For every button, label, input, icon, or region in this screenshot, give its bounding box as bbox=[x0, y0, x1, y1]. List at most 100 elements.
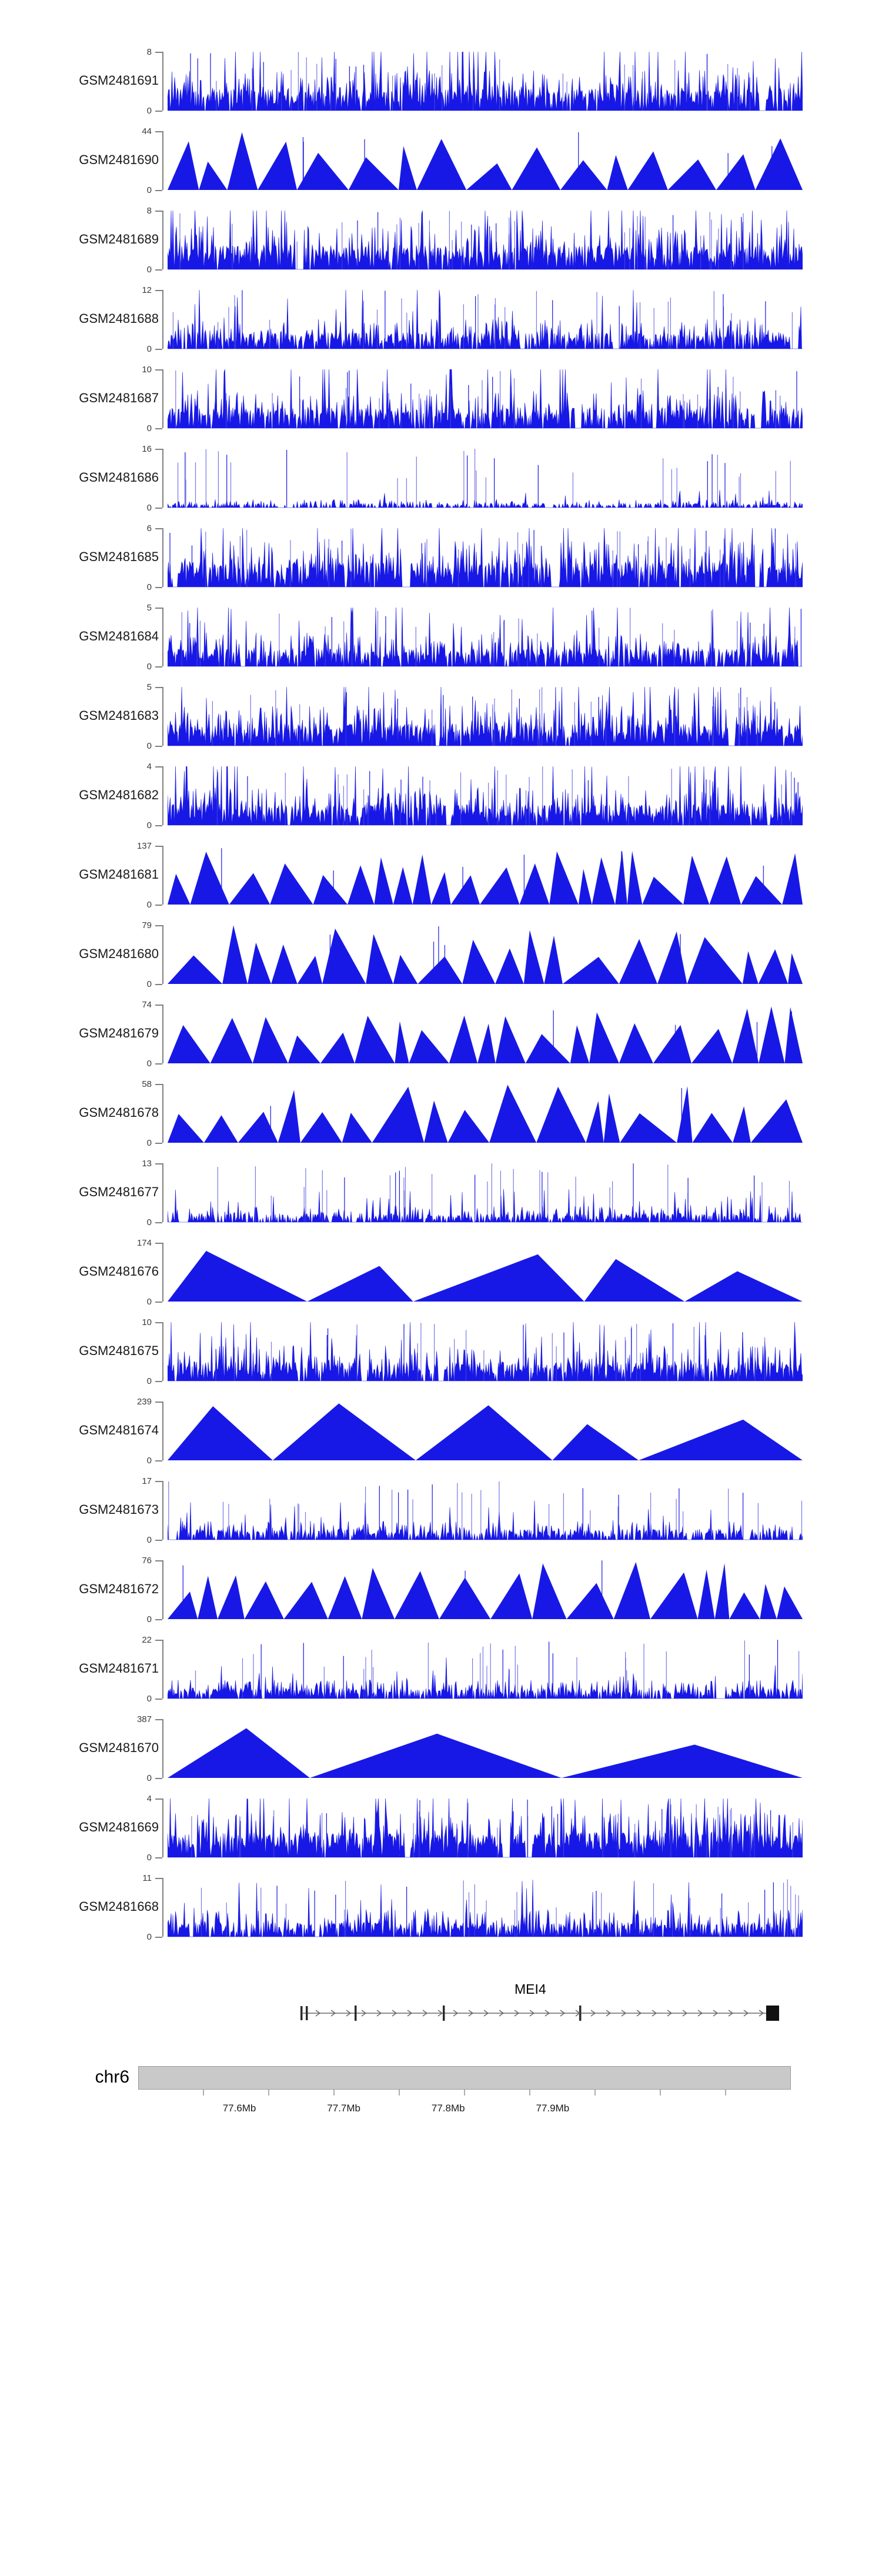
axis-min-GSM2481671: 0 bbox=[146, 1694, 152, 1704]
coverage-plot-GSM2481669[interactable] bbox=[168, 1798, 803, 1858]
axis-max-GSM2481670: 387 bbox=[136, 1714, 152, 1724]
axis-min-GSM2481668: 0 bbox=[146, 1932, 152, 1942]
axis-tick-top bbox=[155, 608, 162, 609]
axis-tick-top bbox=[155, 1878, 162, 1879]
axis-tick-bottom bbox=[155, 1540, 162, 1541]
coverage-plot-GSM2481671[interactable] bbox=[168, 1640, 803, 1699]
coverage-plot-GSM2481684[interactable] bbox=[168, 608, 803, 667]
axis-tick-bottom bbox=[155, 746, 162, 747]
axis-vertical-line bbox=[162, 1481, 163, 1540]
coverage-plot-GSM2481682[interactable] bbox=[168, 766, 803, 826]
track-label-GSM2481685: GSM2481685 bbox=[79, 549, 159, 564]
axis-tick-bottom bbox=[155, 1460, 162, 1461]
chromosome-ideogram-bar[interactable] bbox=[138, 2066, 791, 2090]
track-label-GSM2481673: GSM2481673 bbox=[79, 1502, 159, 1517]
axis-tick-bottom bbox=[155, 508, 162, 509]
axis-tick-bottom bbox=[155, 905, 162, 906]
track-label-GSM2481681: GSM2481681 bbox=[79, 867, 159, 882]
coverage-plot-GSM2481688[interactable] bbox=[168, 290, 803, 349]
axis-min-GSM2481675: 0 bbox=[146, 1376, 152, 1386]
coverage-plot-GSM2481677[interactable] bbox=[168, 1163, 803, 1223]
coverage-plot-GSM2481681[interactable] bbox=[168, 846, 803, 905]
axis-vertical-line bbox=[162, 131, 163, 190]
axis-vertical-line bbox=[162, 449, 163, 508]
axis-vertical-line bbox=[162, 52, 163, 111]
axis-min-GSM2481684: 0 bbox=[146, 662, 152, 672]
axis-min-GSM2481689: 0 bbox=[146, 265, 152, 275]
axis-max-GSM2481681: 137 bbox=[136, 841, 152, 851]
coverage-plot-GSM2481683[interactable] bbox=[168, 687, 803, 746]
axis-min-GSM2481672: 0 bbox=[146, 1614, 152, 1624]
axis-tick-bottom bbox=[155, 1302, 162, 1303]
coverage-plot-GSM2481678[interactable] bbox=[168, 1084, 803, 1143]
axis-min-GSM2481674: 0 bbox=[146, 1456, 152, 1466]
chromosome-label: chr6 bbox=[95, 2067, 129, 2087]
track-label-GSM2481671: GSM2481671 bbox=[79, 1661, 159, 1676]
axis-tick-bottom bbox=[155, 269, 162, 271]
axis-min-GSM2481670: 0 bbox=[146, 1773, 152, 1783]
axis-tick-bottom bbox=[155, 111, 162, 112]
gene-model-track[interactable] bbox=[168, 2001, 803, 2025]
track-label-GSM2481675: GSM2481675 bbox=[79, 1343, 159, 1358]
axis-tick-bottom bbox=[155, 1619, 162, 1620]
axis-vertical-line bbox=[162, 1402, 163, 1460]
axis-tick-top bbox=[155, 369, 162, 371]
coverage-plot-GSM2481690[interactable] bbox=[168, 131, 803, 191]
coverage-plot-GSM2481679[interactable] bbox=[168, 1005, 803, 1064]
coverage-plot-GSM2481672[interactable] bbox=[168, 1560, 803, 1620]
axis-tick-bottom bbox=[155, 1143, 162, 1144]
coverage-plot-GSM2481686[interactable] bbox=[168, 449, 803, 508]
coverage-plot-GSM2481668[interactable] bbox=[168, 1878, 803, 1937]
axis-tick-top bbox=[155, 1163, 162, 1164]
track-label-GSM2481669: GSM2481669 bbox=[79, 1820, 159, 1834]
axis-tick-bottom bbox=[155, 587, 162, 588]
track-label-GSM2481670: GSM2481670 bbox=[79, 1740, 159, 1755]
track-label-GSM2481688: GSM2481688 bbox=[79, 311, 159, 326]
axis-tick-top bbox=[155, 1560, 162, 1561]
chromosome-tick-marks bbox=[138, 2090, 791, 2098]
coverage-plot-GSM2481670[interactable] bbox=[168, 1719, 803, 1778]
coverage-plot-GSM2481687[interactable] bbox=[168, 369, 803, 429]
axis-min-GSM2481669: 0 bbox=[146, 1853, 152, 1863]
axis-max-GSM2481689: 8 bbox=[146, 206, 152, 216]
coverage-plot-GSM2481685[interactable] bbox=[168, 528, 803, 588]
axis-max-GSM2481671: 22 bbox=[142, 1635, 152, 1645]
axis-max-GSM2481680: 79 bbox=[142, 920, 152, 930]
axis-vertical-line bbox=[162, 766, 163, 825]
axis-vertical-line bbox=[162, 369, 163, 428]
axis-min-GSM2481685: 0 bbox=[146, 582, 152, 592]
axis-max-GSM2481677: 13 bbox=[142, 1159, 152, 1169]
axis-max-GSM2481673: 17 bbox=[142, 1476, 152, 1486]
axis-max-GSM2481672: 76 bbox=[142, 1556, 152, 1566]
axis-tick-bottom bbox=[155, 1699, 162, 1700]
axis-max-GSM2481678: 58 bbox=[142, 1079, 152, 1089]
axis-tick-top bbox=[155, 528, 162, 529]
track-label-GSM2481684: GSM2481684 bbox=[79, 629, 159, 643]
axis-min-GSM2481677: 0 bbox=[146, 1217, 152, 1227]
axis-min-GSM2481673: 0 bbox=[146, 1535, 152, 1545]
axis-tick-top bbox=[155, 1719, 162, 1720]
axis-vertical-line bbox=[162, 1084, 163, 1143]
axis-tick-bottom bbox=[155, 1063, 162, 1065]
axis-tick-bottom bbox=[155, 984, 162, 985]
coverage-plot-GSM2481674[interactable] bbox=[168, 1402, 803, 1461]
coverage-plot-GSM2481675[interactable] bbox=[168, 1322, 803, 1382]
track-label-GSM2481674: GSM2481674 bbox=[79, 1423, 159, 1437]
axis-max-GSM2481684: 5 bbox=[146, 603, 152, 613]
axis-vertical-line bbox=[162, 1243, 163, 1302]
track-label-GSM2481682: GSM2481682 bbox=[79, 788, 159, 802]
axis-tick-top bbox=[155, 1402, 162, 1403]
coverage-plot-GSM2481680[interactable] bbox=[168, 925, 803, 985]
track-label-GSM2481678: GSM2481678 bbox=[79, 1105, 159, 1120]
axis-max-GSM2481669: 4 bbox=[146, 1794, 152, 1804]
axis-tick-top bbox=[155, 766, 162, 768]
coordinate-label-2: 77.8Mb bbox=[431, 2103, 465, 2114]
axis-vertical-line bbox=[162, 925, 163, 984]
axis-max-GSM2481685: 6 bbox=[146, 523, 152, 533]
coverage-plot-GSM2481689[interactable] bbox=[168, 211, 803, 270]
coverage-plot-GSM2481673[interactable] bbox=[168, 1481, 803, 1540]
axis-tick-bottom bbox=[155, 1937, 162, 1938]
coverage-plot-GSM2481691[interactable] bbox=[168, 52, 803, 111]
coverage-plot-GSM2481676[interactable] bbox=[168, 1243, 803, 1302]
axis-vertical-line bbox=[162, 1005, 163, 1063]
